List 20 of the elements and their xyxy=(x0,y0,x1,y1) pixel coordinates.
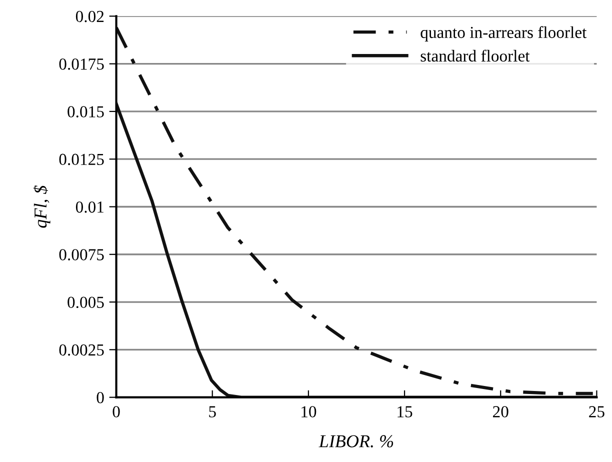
y-tick-label: 0.01 xyxy=(76,201,104,213)
legend-label: standard floorlet xyxy=(420,50,530,62)
line-series xyxy=(116,26,594,396)
y-tick-label: 0.0175 xyxy=(59,58,104,70)
x-tick-label: 20 xyxy=(493,406,508,418)
y-tick-label: 0 xyxy=(96,392,104,404)
x-axis-title: LIBOR. % xyxy=(318,435,394,448)
y-tick-label: 0.015 xyxy=(68,106,104,118)
x-tick-label: 25 xyxy=(589,406,604,418)
y-tick-label: 0.0125 xyxy=(59,154,104,166)
y-tick-label: 0.0025 xyxy=(59,344,104,356)
legend-label: quanto in-arrears floorlet xyxy=(420,26,587,42)
x-tick-label: 0 xyxy=(112,406,120,418)
y-tick-label: 0.02 xyxy=(76,10,104,22)
x-tick-label: 5 xyxy=(209,406,216,418)
y-tick-label: 0.005 xyxy=(68,296,104,308)
y-axis-title: qFl, $ xyxy=(33,185,50,228)
x-tick-label: 15 xyxy=(398,406,412,418)
x-tick-label: 10 xyxy=(302,406,316,418)
y-tick-label: 0.0075 xyxy=(59,249,104,260)
